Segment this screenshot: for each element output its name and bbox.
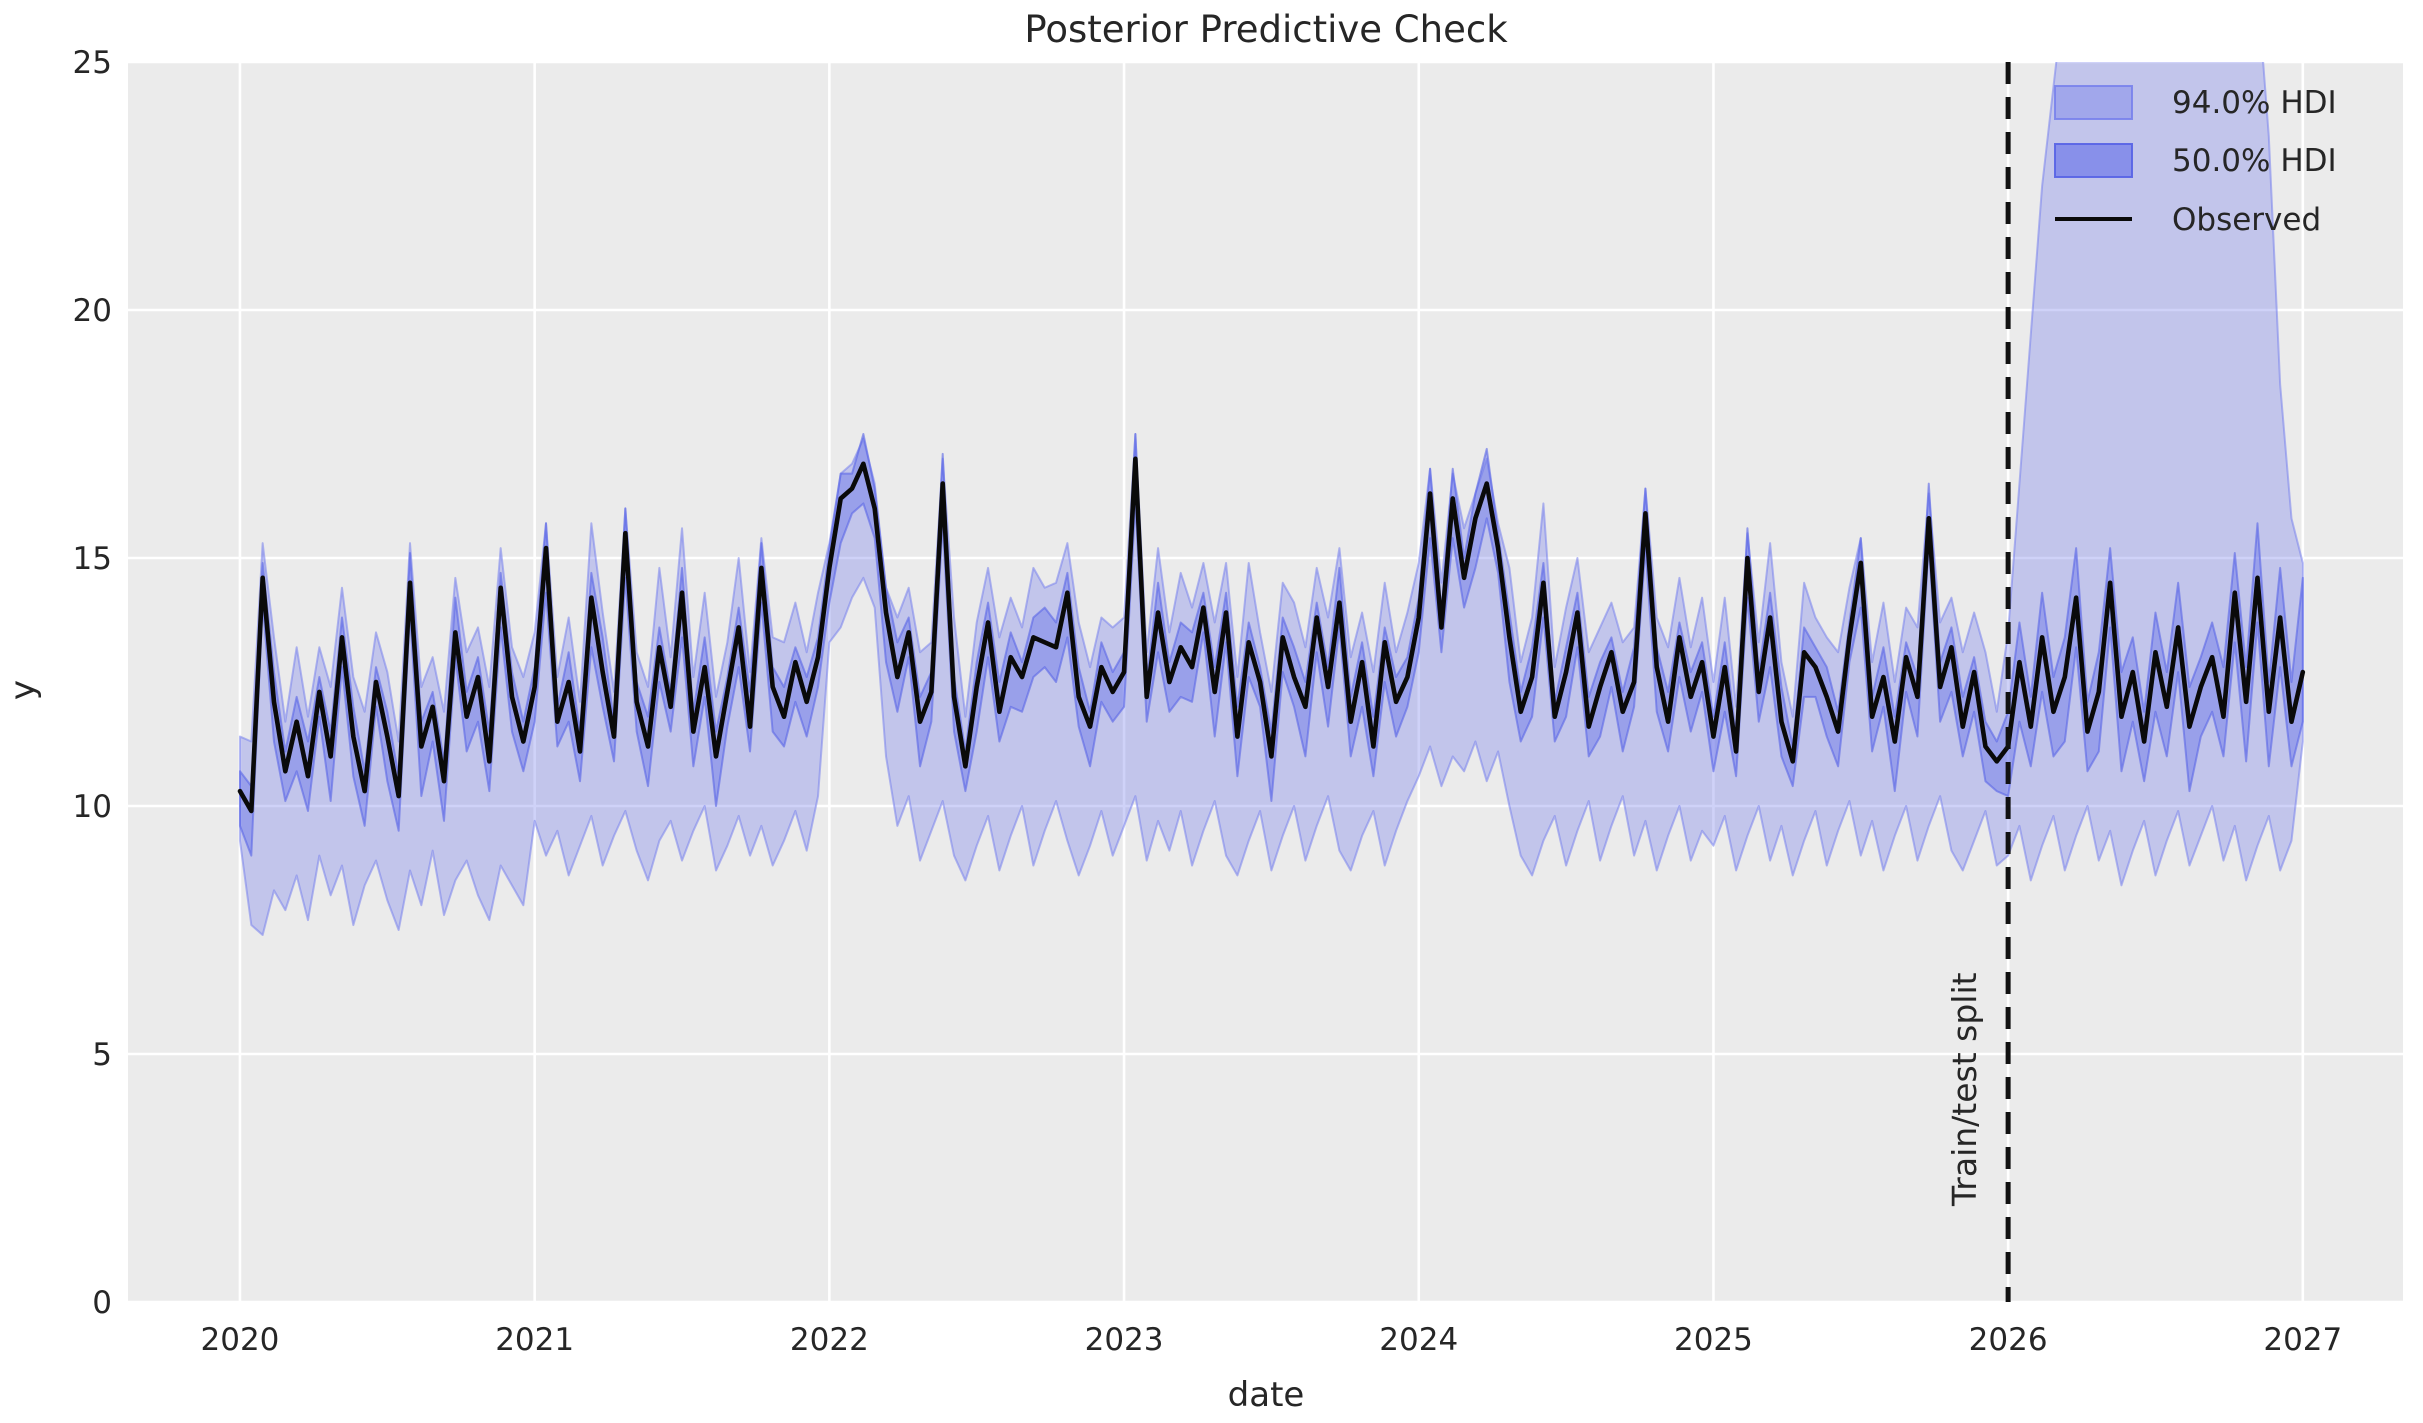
y-tick-label: 20	[73, 293, 112, 329]
legend-label-50-hdi: 50.0% HDI	[2172, 143, 2337, 179]
x-tick-label: 2023	[1085, 1322, 1164, 1358]
y-tick-label: 0	[92, 1285, 112, 1321]
legend-swatch-50-hdi	[2054, 143, 2133, 178]
y-tick-label: 5	[92, 1037, 112, 1073]
x-tick-label: 2022	[790, 1322, 869, 1358]
legend-swatch-94-hdi	[2054, 85, 2133, 120]
y-axis-label: y	[3, 680, 43, 700]
plot-data-layer	[237, 62, 2306, 1302]
x-tick-label: 2021	[495, 1322, 574, 1358]
legend-label-94-hdi: 94.0% HDI	[2172, 85, 2337, 121]
legend: 94.0% HDI 50.0% HDI Observed	[2054, 85, 2337, 238]
x-tick-label: 2025	[1674, 1322, 1753, 1358]
tick-labels: 2020 2021 2022 2023 2024 2025 2026 202705101520…	[73, 45, 2343, 1358]
x-tick-label: 2020	[201, 1322, 280, 1358]
x-tick-label: 2026	[1969, 1322, 2048, 1358]
train-test-split-label: Train/test split	[1945, 972, 1984, 1207]
legend-label-observed: Observed	[2172, 202, 2321, 238]
y-tick-label: 10	[73, 789, 112, 825]
gridlines	[128, 60, 2403, 1304]
observed-line	[237, 456, 2306, 814]
y-tick-label: 25	[73, 45, 112, 81]
x-axis-label: date	[1228, 1375, 1305, 1415]
chart-title: Posterior Predictive Check	[1024, 8, 1508, 51]
x-tick-label: 2027	[2263, 1322, 2342, 1358]
y-tick-label: 15	[73, 541, 112, 577]
x-tick-label: 2024	[1379, 1322, 1458, 1358]
